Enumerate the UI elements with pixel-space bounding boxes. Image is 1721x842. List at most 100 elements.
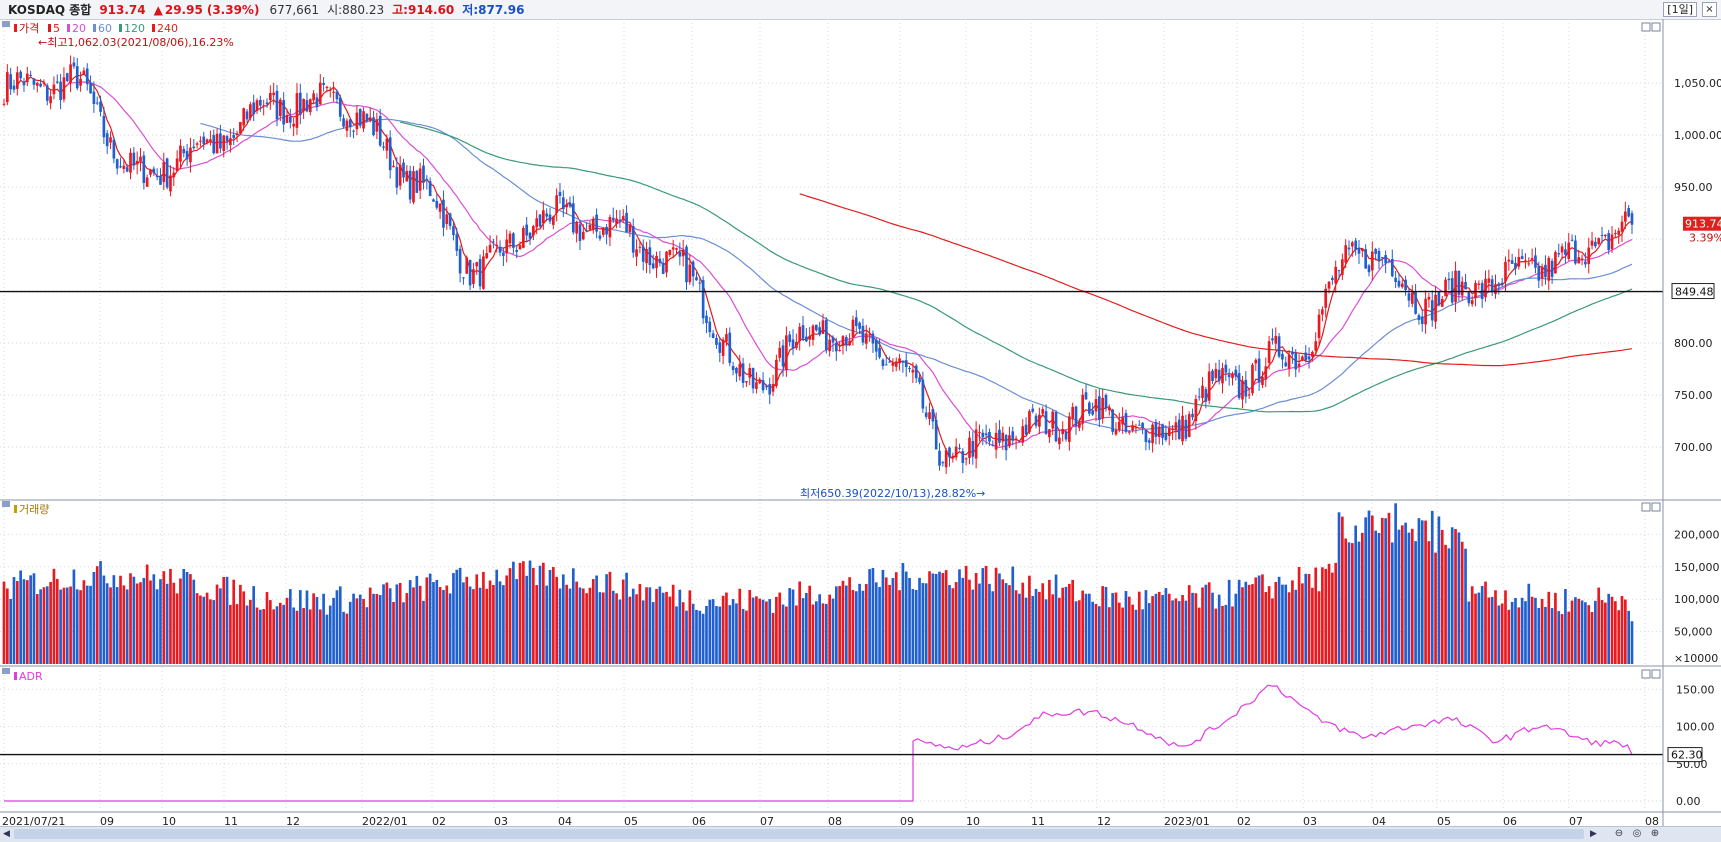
volume-bar [465, 576, 469, 664]
volume-bar [1394, 503, 1397, 664]
x-axis-label: 03 [494, 815, 508, 826]
volume-bar [818, 594, 821, 664]
candle-body [189, 147, 192, 163]
volume-bar [1191, 592, 1194, 664]
volume-bar [335, 590, 339, 664]
candle-body [1600, 234, 1604, 236]
volume-bar [1437, 516, 1441, 664]
panel-menu-icon[interactable] [2, 501, 10, 507]
volume-bar [412, 587, 415, 664]
candle-body [701, 280, 705, 319]
volume-bar [102, 575, 106, 664]
candle-body [332, 91, 335, 93]
candle-body [1364, 249, 1367, 269]
candle-body [1520, 256, 1524, 260]
x-axis-label: 08 [828, 815, 842, 826]
price-axis-tick: 750.00 [1674, 389, 1713, 402]
scroll-right-icon[interactable]: ▶ [1590, 829, 1597, 839]
candle-body [385, 138, 389, 151]
volume-bar [761, 599, 765, 664]
scroll-thumb[interactable] [14, 829, 1584, 839]
panel-close-icon[interactable] [1651, 669, 1661, 679]
volume-bar [668, 596, 672, 664]
volume-bar [1630, 621, 1634, 664]
scroll-left-icon[interactable]: ◀ [3, 829, 10, 839]
volume-bar [1034, 588, 1038, 664]
candle-body [278, 99, 282, 117]
candle-body [1028, 411, 1031, 433]
candle-body [1467, 292, 1471, 304]
panel-close-icon[interactable] [1651, 22, 1661, 32]
legend-price: 가격 [19, 22, 39, 35]
candle-body [65, 73, 69, 82]
volume-bar [428, 573, 432, 664]
candle-body [1477, 283, 1481, 285]
volume-bar [978, 583, 981, 664]
candle-body [122, 165, 126, 169]
candle-body [818, 327, 821, 335]
period-button[interactable]: [1일] [1663, 2, 1697, 17]
panel-menu-icon[interactable] [2, 21, 10, 27]
volume-bar [1287, 592, 1291, 664]
candle-body [1400, 283, 1404, 288]
volume-bar [688, 590, 692, 664]
zoom-out-icon[interactable]: ⊖ [1614, 828, 1624, 839]
zoom-reset-icon[interactable]: ◎ [1632, 828, 1642, 839]
candle-body [1257, 358, 1261, 383]
candle-body [1217, 369, 1221, 381]
candle-body [1354, 240, 1358, 250]
volume-bar [621, 579, 625, 664]
candle-body [1031, 408, 1035, 412]
candle-body [1224, 364, 1228, 373]
volume-bar [1151, 596, 1154, 664]
panel-maximize-icon[interactable] [1641, 669, 1651, 679]
zoom-in-icon[interactable]: ⊕ [1650, 828, 1660, 839]
volume-bar [1430, 510, 1434, 664]
candle-body [1617, 230, 1621, 235]
volume-bar [1514, 598, 1517, 664]
volume-bar [1177, 601, 1181, 664]
volume-bar [1410, 528, 1414, 664]
volume-bar [209, 599, 212, 664]
volume-bar [828, 594, 831, 664]
candle-body [1021, 426, 1025, 443]
candle-body [498, 246, 502, 253]
volume-bar [1281, 584, 1284, 664]
volume-bar [1254, 577, 1258, 664]
candle-body [1410, 292, 1414, 304]
panel-menu-icon[interactable] [2, 668, 10, 674]
candle-body [422, 165, 425, 182]
candle-body [1420, 316, 1424, 324]
volume-bar [375, 594, 379, 664]
volume-bar [312, 593, 315, 664]
volume-bar [405, 593, 409, 664]
volume-bar [785, 606, 788, 664]
panel-close-icon[interactable] [1651, 502, 1661, 512]
volume-bar [45, 586, 49, 664]
volume-bar [558, 588, 562, 664]
panel-maximize-icon[interactable] [1641, 22, 1651, 32]
close-button[interactable]: × [1702, 2, 1717, 17]
candle-body [1414, 291, 1417, 314]
volume-bar [721, 595, 725, 664]
scrollbar[interactable]: ◀ ▶ ⊖ ◎ ⊕ [0, 826, 1721, 842]
volume-legend-swatch [14, 505, 17, 513]
volume-bar [512, 561, 515, 664]
candle-body [801, 325, 805, 339]
candle-body [1051, 411, 1055, 429]
volume-bar [1104, 586, 1108, 664]
volume-axis-tick: 100,000 [1674, 593, 1720, 606]
volume-bar [382, 584, 385, 664]
candle-body [898, 358, 901, 364]
candle-body [515, 249, 519, 252]
volume-bar [255, 607, 259, 664]
adr-legend-swatch [14, 672, 17, 680]
candle-body [1537, 266, 1541, 281]
volume-bar [565, 584, 568, 664]
panel-maximize-icon[interactable] [1641, 502, 1651, 512]
volume-bar [155, 589, 159, 664]
candle-body [695, 277, 698, 281]
candle-body [345, 120, 349, 131]
volume-bar [568, 588, 572, 664]
candle-body [771, 384, 775, 392]
